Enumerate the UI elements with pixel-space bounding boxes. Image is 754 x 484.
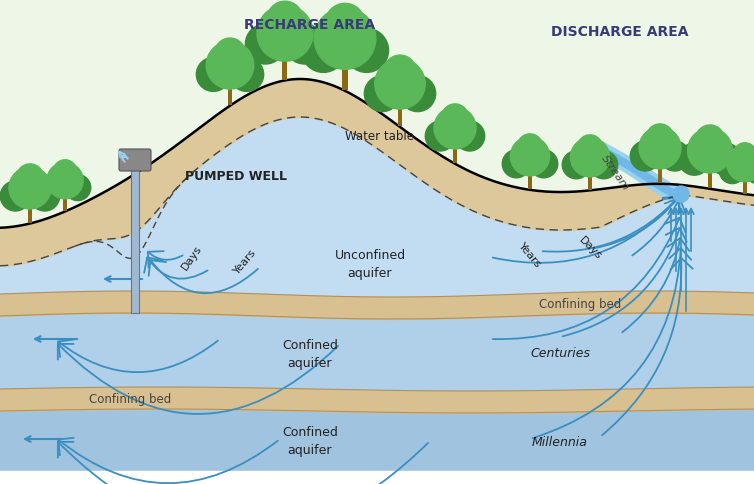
Circle shape bbox=[734, 143, 754, 167]
Circle shape bbox=[455, 122, 485, 151]
Text: Days: Days bbox=[180, 243, 204, 272]
Circle shape bbox=[314, 9, 375, 70]
Text: Centuries: Centuries bbox=[530, 346, 590, 359]
Bar bbox=[342, 58, 348, 91]
Circle shape bbox=[425, 122, 455, 151]
Circle shape bbox=[364, 76, 400, 112]
Circle shape bbox=[570, 138, 609, 178]
Circle shape bbox=[502, 151, 530, 179]
Circle shape bbox=[47, 163, 83, 199]
Text: DISCHARGE AREA: DISCHARGE AREA bbox=[551, 25, 688, 39]
Bar bbox=[398, 100, 402, 127]
Circle shape bbox=[325, 4, 365, 44]
Circle shape bbox=[245, 25, 286, 65]
Circle shape bbox=[710, 144, 742, 176]
Circle shape bbox=[646, 125, 673, 151]
Circle shape bbox=[230, 58, 264, 92]
Circle shape bbox=[517, 135, 543, 160]
Circle shape bbox=[630, 142, 661, 172]
FancyBboxPatch shape bbox=[119, 150, 151, 172]
Circle shape bbox=[54, 161, 77, 184]
Circle shape bbox=[375, 60, 425, 110]
Circle shape bbox=[29, 182, 60, 212]
Bar bbox=[283, 51, 287, 81]
Circle shape bbox=[688, 129, 732, 174]
Circle shape bbox=[562, 151, 590, 180]
Bar bbox=[588, 170, 592, 191]
Circle shape bbox=[257, 6, 313, 62]
Circle shape bbox=[65, 175, 90, 201]
Circle shape bbox=[302, 30, 345, 73]
Text: Confining bed: Confining bed bbox=[539, 297, 621, 310]
Text: Confined
aquifer: Confined aquifer bbox=[282, 425, 338, 456]
Text: Millennia: Millennia bbox=[532, 435, 588, 448]
Circle shape bbox=[442, 105, 468, 132]
Circle shape bbox=[673, 187, 689, 203]
Circle shape bbox=[530, 151, 558, 179]
Text: Years: Years bbox=[231, 247, 259, 276]
Circle shape bbox=[345, 30, 388, 73]
Bar bbox=[658, 161, 662, 183]
Circle shape bbox=[284, 25, 325, 65]
Text: Water table: Water table bbox=[345, 130, 415, 143]
Circle shape bbox=[660, 142, 690, 172]
Circle shape bbox=[510, 137, 550, 177]
Circle shape bbox=[206, 42, 254, 90]
Circle shape bbox=[719, 158, 745, 184]
Text: Unconfined
aquifer: Unconfined aquifer bbox=[335, 249, 406, 280]
Circle shape bbox=[17, 165, 44, 192]
Circle shape bbox=[590, 151, 618, 180]
Text: RECHARGE AREA: RECHARGE AREA bbox=[244, 18, 375, 32]
Circle shape bbox=[400, 76, 436, 112]
Circle shape bbox=[745, 158, 754, 184]
Circle shape bbox=[196, 58, 230, 92]
Circle shape bbox=[384, 56, 416, 88]
Circle shape bbox=[578, 136, 602, 161]
Bar bbox=[453, 141, 457, 164]
Circle shape bbox=[679, 144, 710, 176]
Bar bbox=[28, 201, 32, 224]
Bar bbox=[743, 175, 746, 195]
Text: Years: Years bbox=[516, 240, 544, 269]
Bar bbox=[708, 165, 712, 189]
Bar bbox=[63, 192, 66, 212]
Circle shape bbox=[9, 167, 51, 210]
Circle shape bbox=[727, 146, 754, 182]
Bar bbox=[228, 80, 232, 106]
Bar bbox=[529, 168, 532, 190]
Bar bbox=[131, 168, 139, 313]
Circle shape bbox=[639, 128, 681, 169]
Circle shape bbox=[696, 126, 725, 154]
Text: Stream: Stream bbox=[599, 153, 631, 192]
Circle shape bbox=[215, 39, 245, 70]
Text: Confining bed: Confining bed bbox=[89, 392, 171, 405]
Text: Days: Days bbox=[577, 234, 603, 261]
Circle shape bbox=[434, 107, 476, 150]
Text: Confined
aquifer: Confined aquifer bbox=[282, 338, 338, 369]
Text: PUMPED WELL: PUMPED WELL bbox=[185, 169, 287, 182]
Circle shape bbox=[267, 2, 303, 38]
Circle shape bbox=[0, 182, 30, 212]
Circle shape bbox=[39, 175, 66, 201]
